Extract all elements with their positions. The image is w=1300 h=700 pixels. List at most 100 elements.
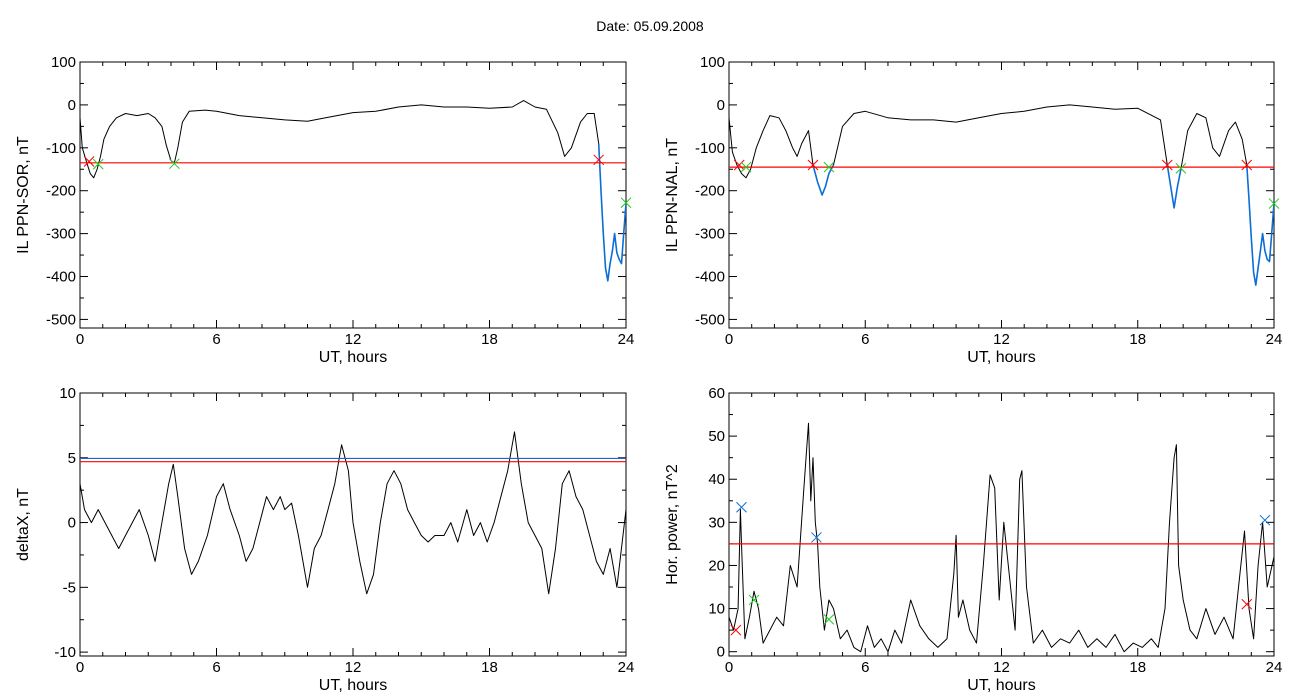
plot-area — [729, 104, 1274, 286]
x-tick-label: 12 — [993, 659, 1010, 676]
marker-x-red — [83, 156, 95, 167]
x-tick-label: 12 — [345, 331, 362, 348]
x-tick-label: 0 — [76, 331, 84, 348]
marker-stroke-b — [823, 613, 835, 625]
y-axis-title: Hor. power, nT^2 — [664, 464, 681, 585]
series-line-5 — [1180, 113, 1248, 170]
y-axis-title: IL PPN-SOR, nT — [15, 136, 32, 254]
marker-x-red — [1241, 598, 1253, 610]
marker-stroke-b — [748, 594, 760, 606]
y-tick-label: 5 — [68, 450, 76, 467]
marker-x-red — [593, 154, 605, 166]
plot-frame — [79, 61, 627, 329]
y-tick-label: 0 — [717, 644, 725, 661]
y-tick-label: -300 — [695, 226, 725, 243]
x-tick-label: 24 — [1266, 659, 1283, 676]
y-tick-label: 100 — [51, 54, 76, 71]
y-tick-label: 100 — [700, 54, 725, 71]
series-line-3 — [833, 104, 1168, 166]
plot-frame — [728, 392, 1275, 657]
marker-stroke-b — [1259, 514, 1271, 526]
x-tick-label: 24 — [1266, 331, 1283, 348]
plot-area — [80, 431, 626, 595]
marker-x-green — [169, 158, 180, 170]
x-tick-label: 12 — [345, 659, 362, 676]
y-tick-label: 0 — [68, 97, 76, 114]
x-tick-label: 0 — [725, 331, 733, 348]
marker-x-red — [1241, 159, 1253, 171]
marker-stroke-b — [1161, 159, 1173, 171]
marker-x-green — [1175, 163, 1187, 174]
marker-x-green — [1268, 198, 1280, 209]
x-tick-label: 0 — [725, 659, 733, 676]
marker-x-green — [620, 197, 632, 209]
marker-x-green — [92, 158, 104, 170]
y-tick-label: 60 — [708, 385, 725, 402]
x-tick-label: 6 — [861, 659, 869, 676]
marker-x-red — [1161, 159, 1173, 171]
marker-stroke-b — [1241, 159, 1253, 171]
y-tick-label: -10 — [54, 644, 76, 661]
marker-x-blue — [736, 501, 747, 513]
y-tick-label: -300 — [46, 226, 76, 243]
y-tick-label: 0 — [717, 97, 725, 114]
x-tick-label: 6 — [861, 331, 869, 348]
y-tick-label: 30 — [708, 514, 725, 531]
y-tick-label: -500 — [46, 311, 76, 328]
marker-x-blue — [811, 532, 822, 543]
x-tick-label: 6 — [212, 659, 220, 676]
y-tick-label: -100 — [695, 140, 725, 157]
marker-stroke-b — [1268, 198, 1280, 209]
x-tick-label: 6 — [212, 331, 220, 348]
marker-x-green — [823, 161, 835, 173]
y-tick-label: 40 — [708, 471, 725, 488]
chart-panel-3: 0 6 12 18 24 10 5 0 -5 -10 UT, hours deltaX, nT — [15, 385, 634, 694]
x-tick-label: 18 — [481, 659, 498, 676]
x-axis-title: UT, hours — [319, 677, 387, 694]
x-tick-label: 18 — [1129, 659, 1146, 676]
marker-x-green — [740, 161, 752, 173]
marker-stroke-b — [593, 154, 605, 166]
marker-stroke-b — [807, 159, 819, 171]
plot-area — [729, 422, 1274, 653]
x-tick-label: 18 — [481, 331, 498, 348]
y-tick-label: -400 — [46, 269, 76, 286]
marker-stroke-b — [811, 532, 822, 543]
marker-stroke-b — [92, 158, 104, 170]
marker-stroke-b — [169, 158, 180, 170]
marker-stroke-b — [823, 161, 835, 173]
page-title: Date: 05.09.2008 — [596, 18, 704, 34]
x-tick-label: 0 — [76, 659, 84, 676]
marker-stroke-b — [740, 161, 752, 173]
marker-stroke-b — [730, 624, 742, 636]
plot-area — [80, 100, 626, 282]
plot-frame — [728, 61, 1275, 329]
x-axis-title: UT, hours — [967, 677, 1035, 694]
marker-x-blue — [1259, 514, 1271, 526]
x-tick-label: 24 — [618, 659, 635, 676]
marker-stroke-b — [620, 197, 632, 209]
marker-stroke-b — [1175, 163, 1187, 174]
marker-stroke-b — [733, 159, 745, 171]
marker-x-green — [748, 594, 760, 606]
y-tick-label: -100 — [46, 140, 76, 157]
y-tick-label: -200 — [46, 183, 76, 200]
series-line-1 — [80, 100, 600, 179]
marker-x-green — [823, 613, 835, 625]
y-tick-label: 50 — [708, 428, 725, 445]
y-tick-label: -200 — [695, 183, 725, 200]
series-line-1 — [729, 422, 1274, 653]
series-line-1 — [80, 431, 626, 595]
y-axis-title: IL PPN-NAL, nT — [664, 138, 681, 252]
y-tick-label: 20 — [708, 557, 725, 574]
y-axis-title: deltaX, nT — [15, 488, 32, 561]
series-line-2 — [597, 143, 626, 282]
x-axis-title: UT, hours — [319, 349, 387, 366]
marker-x-red — [733, 159, 745, 171]
y-tick-label: 0 — [68, 515, 76, 532]
x-tick-label: 18 — [1129, 331, 1146, 348]
chart-panel-2: 0 6 12 18 24 100 0 -100 -200 -300 -400 -500 UT, hour… — [664, 54, 1282, 366]
chart-panel-4: 0 6 12 18 24 60 50 40 30 20 10 0 UT, hours Hor. power… — [664, 385, 1282, 694]
marker-x-red — [730, 624, 742, 636]
